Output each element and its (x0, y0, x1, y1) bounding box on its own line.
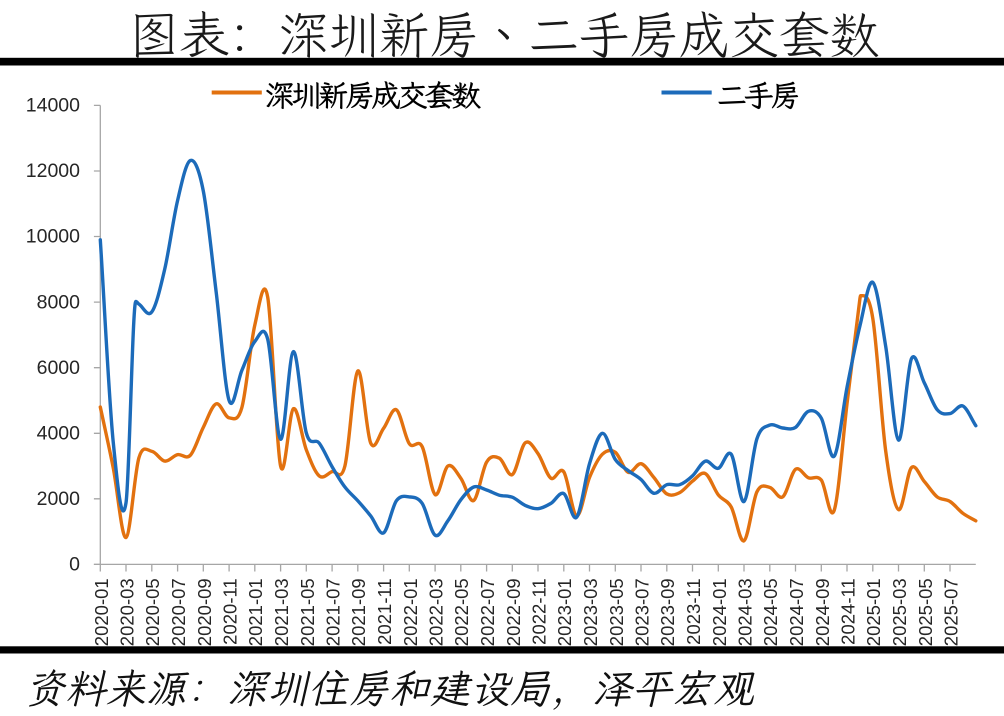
svg-text:2022-09: 2022-09 (503, 578, 524, 646)
svg-text:2023-11: 2023-11 (683, 578, 704, 645)
svg-text:2021-01: 2021-01 (245, 578, 266, 646)
svg-text:2000: 2000 (37, 488, 81, 510)
svg-text:2020-09: 2020-09 (194, 578, 215, 646)
svg-text:2023-07: 2023-07 (632, 578, 653, 646)
svg-text:2023-09: 2023-09 (657, 578, 678, 646)
svg-text:2024-09: 2024-09 (812, 578, 833, 646)
svg-text:2024-07: 2024-07 (786, 578, 807, 646)
svg-text:10000: 10000 (26, 226, 80, 248)
svg-text:2024-01: 2024-01 (709, 578, 730, 646)
svg-text:2024-05: 2024-05 (760, 578, 781, 646)
svg-text:2025-07: 2025-07 (941, 578, 962, 646)
svg-text:2020-03: 2020-03 (117, 578, 138, 646)
svg-text:2021-07: 2021-07 (323, 578, 344, 646)
svg-text:14000: 14000 (26, 95, 80, 117)
svg-text:2025-01: 2025-01 (863, 578, 884, 646)
svg-text:2024-03: 2024-03 (735, 578, 756, 646)
svg-text:2021-03: 2021-03 (271, 578, 292, 646)
svg-text:2022-11: 2022-11 (529, 578, 550, 645)
svg-text:2024-11: 2024-11 (838, 578, 859, 645)
svg-text:6000: 6000 (37, 357, 81, 379)
svg-text:2025-05: 2025-05 (915, 578, 936, 646)
svg-text:2020-05: 2020-05 (142, 578, 163, 646)
svg-text:2023-01: 2023-01 (554, 578, 575, 646)
svg-text:2022-01: 2022-01 (400, 578, 421, 646)
svg-text:4000: 4000 (37, 423, 81, 445)
svg-text:8000: 8000 (37, 291, 81, 313)
svg-text:2021-11: 2021-11 (374, 578, 395, 645)
svg-text:2020-07: 2020-07 (168, 578, 189, 646)
svg-text:0: 0 (69, 554, 80, 576)
svg-text:12000: 12000 (26, 160, 80, 182)
svg-text:2023-03: 2023-03 (580, 578, 601, 646)
svg-text:2020-11: 2020-11 (220, 578, 241, 645)
svg-text:2022-07: 2022-07 (477, 578, 498, 646)
svg-text:2021-05: 2021-05 (297, 578, 318, 646)
svg-text:2023-05: 2023-05 (606, 578, 627, 646)
svg-text:2021-09: 2021-09 (348, 578, 369, 646)
svg-text:2025-03: 2025-03 (889, 578, 910, 646)
svg-text:2020-01: 2020-01 (91, 578, 112, 646)
svg-text:2022-03: 2022-03 (426, 578, 447, 646)
svg-text:2022-05: 2022-05 (451, 578, 472, 646)
